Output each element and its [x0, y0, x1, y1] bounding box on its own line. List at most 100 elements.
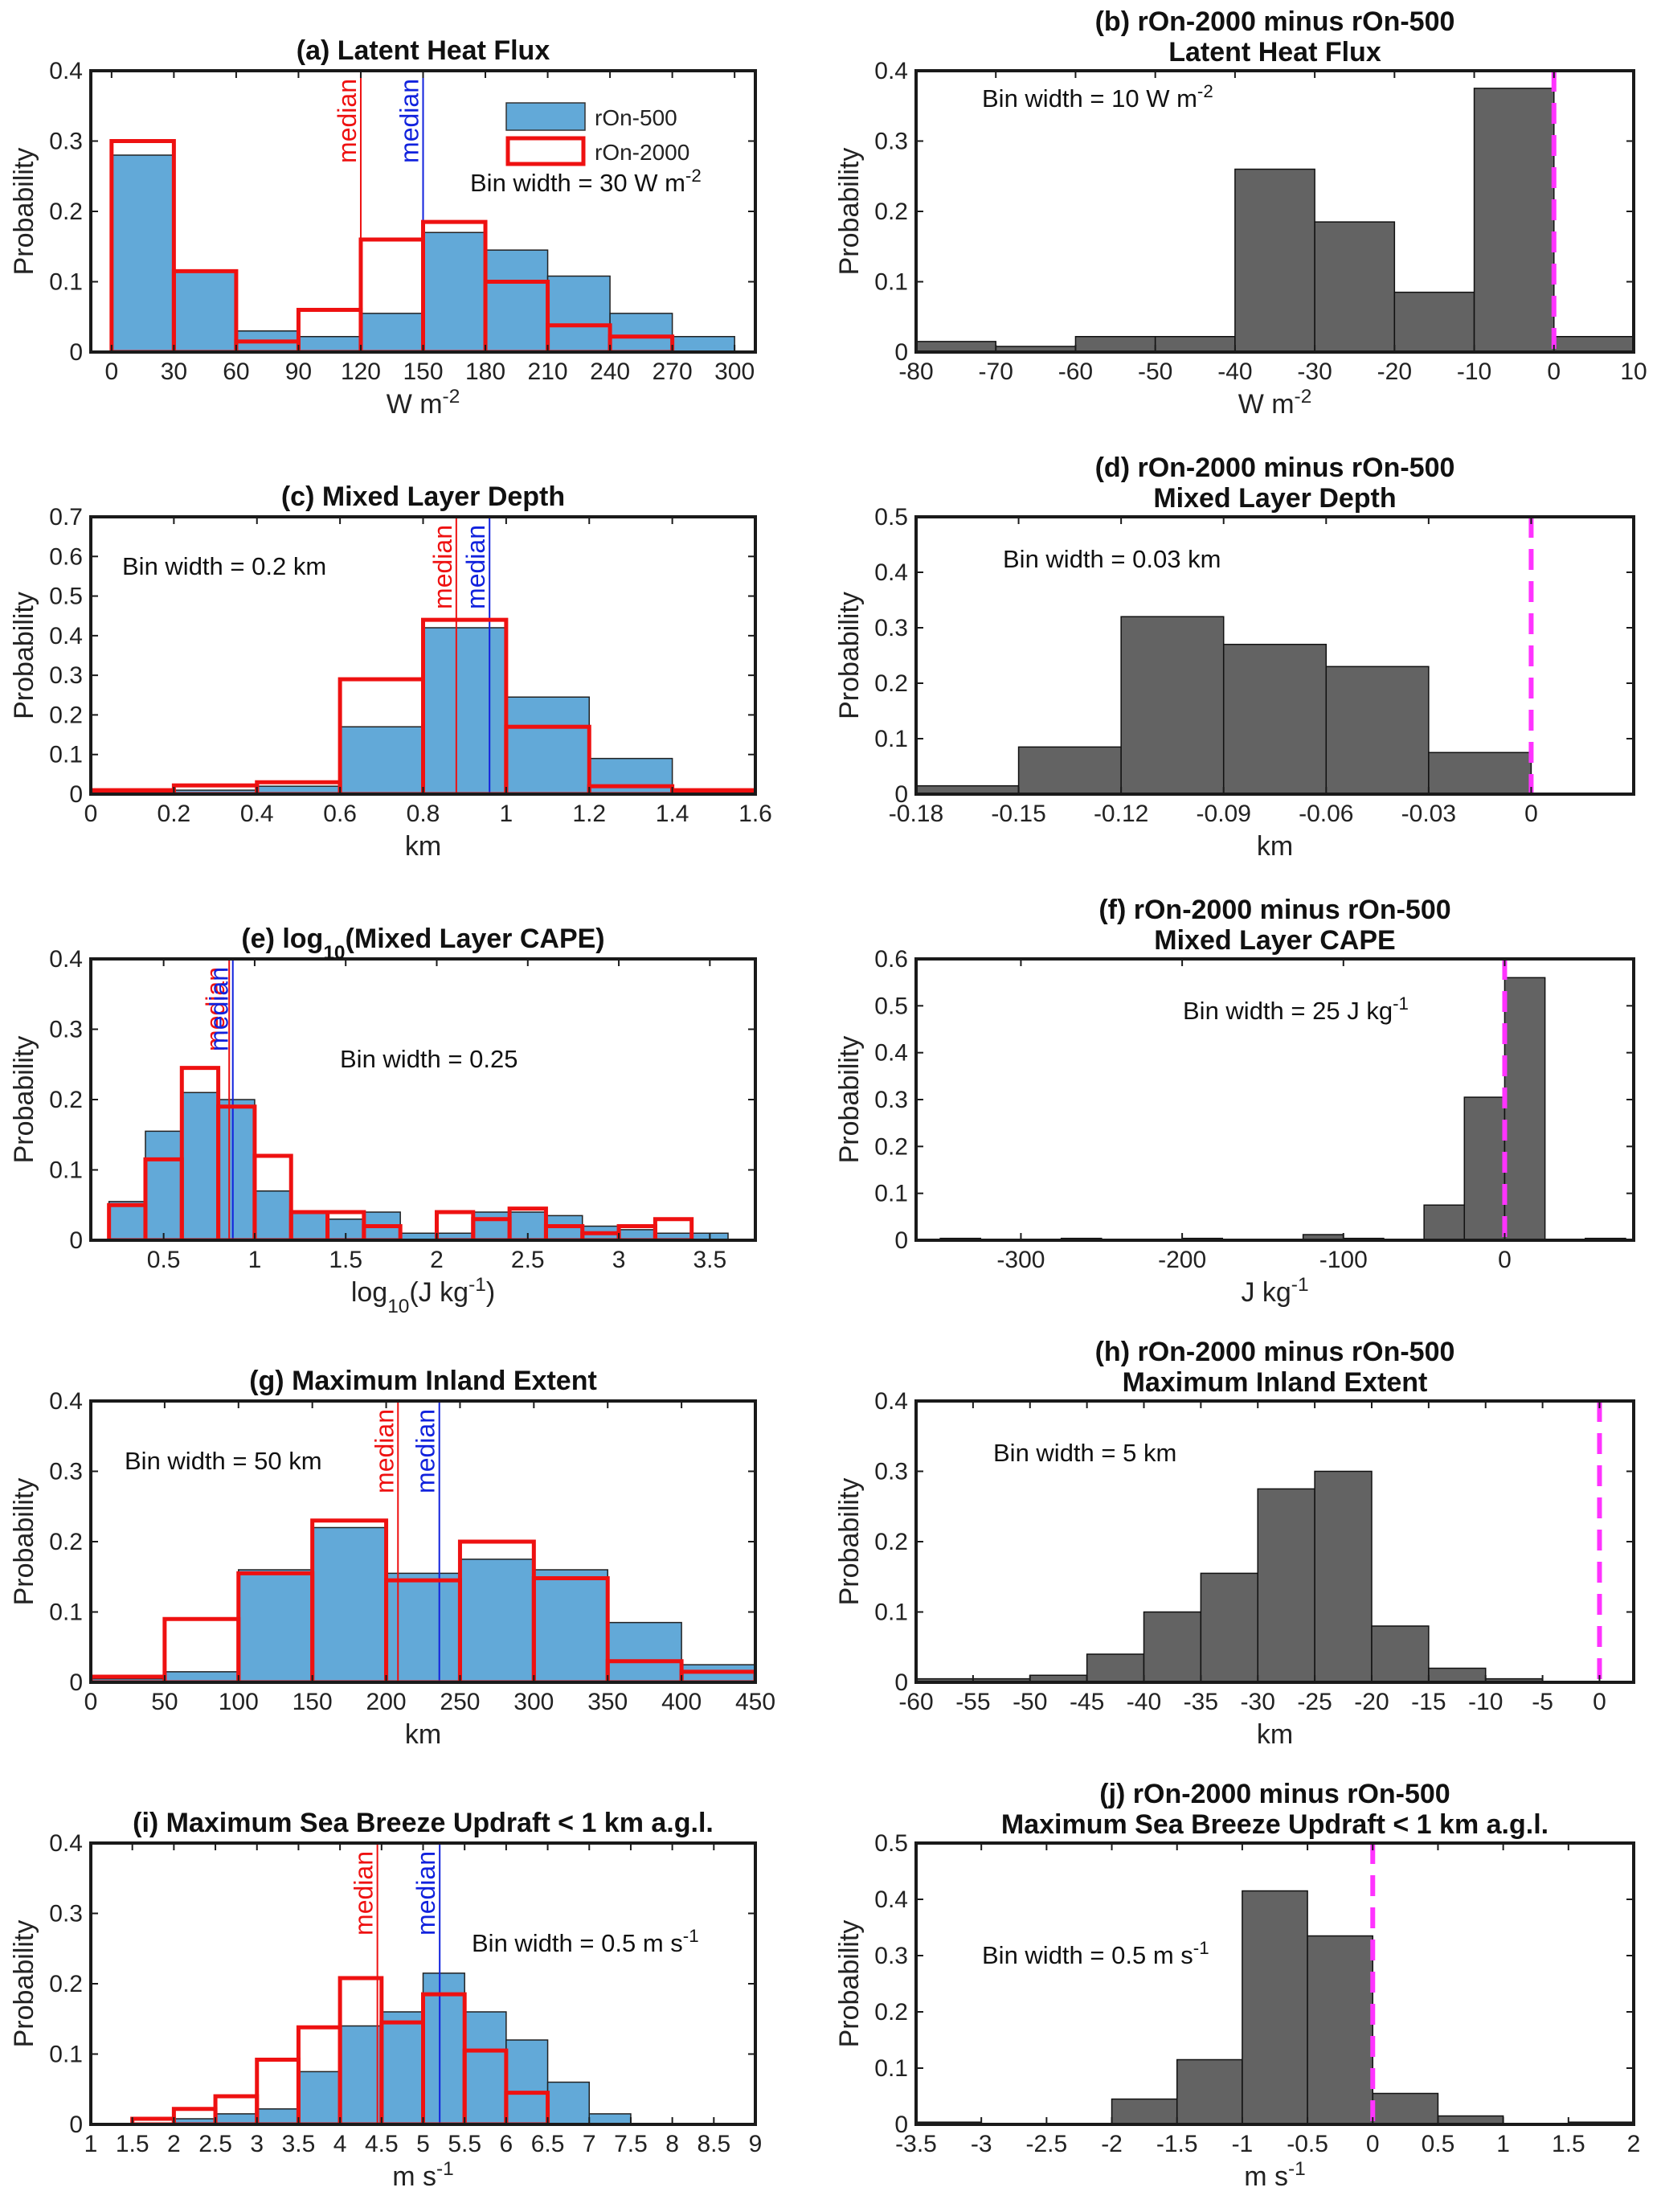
diff-bar-b-6 — [1393, 291, 1475, 352]
panel-g: median median 0 50 100 150 200 250 300 350 400 450 0… — [9, 1366, 775, 1750]
x-tick-label-h-9: -15 — [1411, 1689, 1446, 1715]
panel-e-plot — [107, 959, 729, 1240]
x-tick-label-e-1: 1 — [248, 1247, 262, 1273]
y-tick-label-b-2: 0.2 — [874, 199, 908, 225]
median-blue-label-e: median — [205, 967, 234, 1051]
x-tick-label-h-1: -55 — [955, 1689, 990, 1715]
x-axis-label-e-end: ) — [486, 1277, 495, 1308]
diff-bar-f-14 — [1503, 977, 1546, 1240]
base-bar-i-5 — [339, 2025, 383, 2124]
diff-bar-j-3 — [1111, 2098, 1178, 2124]
x-tick-label-h-5: -35 — [1184, 1689, 1218, 1715]
diff-bar-d-1 — [1017, 746, 1122, 794]
base-bar-i-4 — [297, 2071, 341, 2124]
x-tick-label-b-3: -50 — [1138, 358, 1172, 385]
y-tick-label-a-0: 0 — [69, 339, 83, 366]
overlay-bar-e-15 — [653, 1217, 694, 1240]
bin-width-annotation-e-main: Bin width = 0.25 — [340, 1045, 518, 1073]
axes-box-j — [914, 1841, 1635, 2126]
x-tick-label-a-0: 0 — [105, 358, 119, 385]
x-axis-label-g-main: km — [405, 1719, 441, 1750]
base-bar-c-4 — [422, 627, 507, 794]
panel-a: median median 0 30 60 90 120 150 180 210 240 270 300… — [9, 35, 757, 420]
y-tick-label-b-4: 0.4 — [874, 58, 908, 84]
bin-width-annotation-i: Bin width = 0.5 m s-1 — [472, 1926, 699, 1958]
panel-j-plot — [916, 1843, 1634, 2124]
y-tick-label-i-0: 0 — [69, 2112, 83, 2138]
x-tick-label-i-6: 4 — [333, 2131, 347, 2157]
overlay-bar-a-0 — [109, 139, 176, 352]
bin-width-annotation-h-main: Bin width = 5 km — [993, 1439, 1176, 1467]
y-axis-label-d: Probability — [834, 592, 865, 719]
diff-bar-j-5 — [1242, 1890, 1308, 2124]
panel-title-g: (g) Maximum Inland Extent — [249, 1366, 597, 1396]
x-tick-label-b-8: 0 — [1547, 358, 1561, 385]
x-axis-label-i-main: m s — [392, 2161, 436, 2192]
x-axis-label-b: W m-2 — [1238, 386, 1312, 420]
x-tick-label-h-3: -45 — [1070, 1689, 1104, 1715]
overlay-bar-c-4 — [421, 617, 509, 794]
bin-width-annotation-g-main: Bin width = 50 km — [125, 1447, 322, 1475]
x-tick-label-g-4: 200 — [366, 1689, 407, 1715]
x-tick-label-i-2: 2 — [167, 2131, 181, 2157]
y-tick-label-c-0: 0 — [69, 781, 83, 808]
x-tick-label-g-9: 450 — [735, 1689, 775, 1715]
x-tick-label-c-7: 1.4 — [656, 801, 689, 827]
y-tick-label-g-2: 0.2 — [49, 1529, 83, 1555]
y-axis-label-i: Probability — [9, 1920, 39, 2048]
y-tick-label-i-4: 0.4 — [49, 1830, 83, 1857]
base-bar-a-4 — [360, 313, 424, 352]
panel-h: -60 -55 -50 -45 -40 -35 -30 -25 -20 -15 -10 -5 000.1… — [834, 1337, 1635, 1750]
bin-width-annotation-c-main: Bin width = 0.2 km — [122, 552, 326, 580]
diff-bar-j-6 — [1307, 1935, 1374, 2124]
x-axis-label-d-main: km — [1257, 831, 1293, 862]
y-tick-label-d-1: 0.1 — [874, 726, 908, 752]
diff-bar-d-3 — [1222, 643, 1328, 794]
bin-width-annotation-i-main: Bin width = 0.5 m s — [472, 1929, 683, 1957]
legend-swatch-overlay — [505, 136, 586, 166]
base-bar-e-5 — [290, 1211, 329, 1240]
y-tick-label-c-4: 0.4 — [49, 623, 83, 649]
x-axis-label-a-main: W m — [387, 389, 443, 420]
median-blue-label-a: median — [395, 79, 424, 163]
y-tick-label-i-3: 0.3 — [49, 1901, 83, 1927]
panel-b: -80 -70 -60 -50 -40 -30 -20 -10 0 10 0 0.1 0.2 0.3 0.4… — [834, 6, 1647, 420]
median-red-label-e: median — [201, 967, 230, 1051]
x-tick-label-i-8: 5 — [416, 2131, 430, 2157]
diff-bar-j-7 — [1372, 2092, 1439, 2124]
y-tick-label-h-4: 0.4 — [874, 1388, 908, 1415]
x-tick-label-b-9: 10 — [1620, 358, 1647, 385]
panel-title-b: (b) rOn-2000 minus rOn-500 — [1095, 6, 1455, 37]
y-tick-label-d-3: 0.3 — [874, 615, 908, 641]
x-tick-label-i-7: 4.5 — [365, 2131, 399, 2157]
x-tick-label-i-0: 1 — [84, 2131, 98, 2157]
panel-title-e-sub: 10 — [323, 942, 345, 964]
x-axis-label-b-main: W m — [1238, 389, 1295, 420]
y-tick-label-e-4: 0.4 — [49, 946, 83, 973]
x-axis-label-e-rest: (J kg — [409, 1277, 468, 1308]
overlay-bar-i-9 — [504, 2091, 550, 2124]
bin-width-annotation-e: Bin width = 0.25 — [340, 1045, 518, 1073]
base-bar-c-5 — [505, 696, 590, 794]
overlay-bar-a-1 — [171, 268, 239, 352]
bin-width-annotation-f-sup: -1 — [1393, 993, 1409, 1014]
x-axis-label-e-sub: 10 — [387, 1296, 409, 1317]
legend-swatch-base — [505, 102, 586, 131]
median-blue-label-g: median — [411, 1409, 440, 1493]
x-tick-label-c-4: 0.8 — [407, 801, 440, 827]
y-axis-label-h: Probability — [834, 1478, 865, 1606]
x-tick-label-a-5: 150 — [403, 358, 443, 385]
x-axis-label-e-sup: -1 — [468, 1274, 486, 1296]
base-bar-c-3 — [339, 726, 424, 794]
x-tick-label-a-6: 180 — [465, 358, 505, 385]
x-tick-label-h-11: -5 — [1532, 1689, 1553, 1715]
x-tick-label-i-5: 3.5 — [282, 2131, 316, 2157]
x-tick-label-h-7: -25 — [1297, 1689, 1332, 1715]
y-tick-label-g-3: 0.3 — [49, 1459, 83, 1485]
diff-bar-b-4 — [1234, 168, 1315, 352]
bin-width-annotation-a-main: Bin width = 30 W m — [470, 169, 685, 197]
x-tick-label-e-2: 1.5 — [329, 1247, 362, 1273]
panel-title-j: (j) rOn-2000 minus rOn-500 — [1099, 1779, 1450, 1809]
diff-bar-d-2 — [1120, 616, 1225, 794]
x-tick-label-j-9: 1 — [1496, 2131, 1510, 2157]
